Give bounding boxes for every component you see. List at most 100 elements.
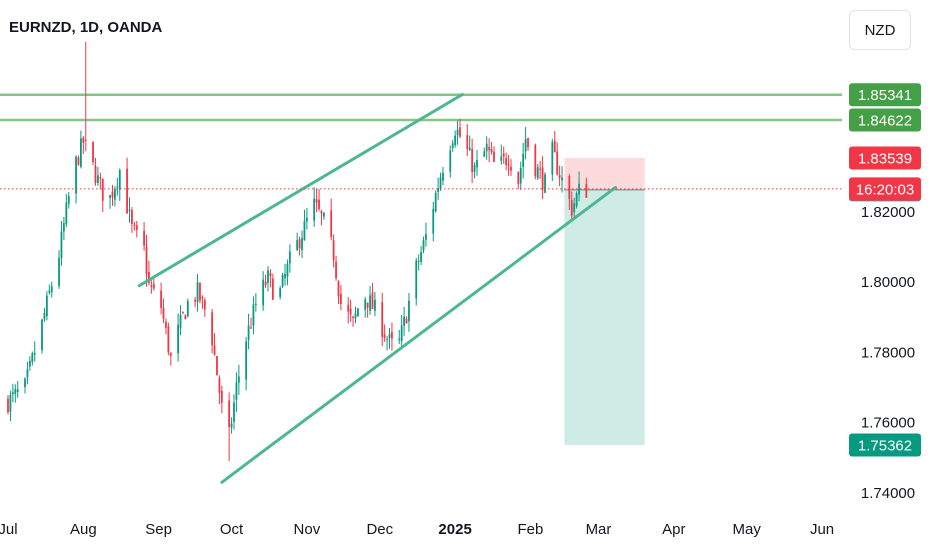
candle-body	[468, 147, 471, 151]
candle-body	[570, 200, 573, 216]
horizontal-lines-layer[interactable]	[0, 93, 842, 122]
candle-body	[449, 150, 452, 172]
candle	[301, 230, 303, 258]
candle	[92, 141, 94, 166]
candle-body	[230, 423, 233, 428]
candle	[349, 299, 352, 322]
candle-body	[101, 178, 104, 201]
candle-body	[369, 295, 371, 311]
candle	[551, 138, 554, 181]
candle-body	[332, 240, 335, 261]
candle-body	[303, 220, 306, 241]
candle	[254, 293, 257, 312]
price-tick-label: 1.78000	[861, 344, 915, 361]
candle	[9, 390, 12, 422]
candle	[220, 385, 223, 414]
candle-body	[320, 211, 323, 214]
candle	[383, 324, 386, 342]
channel-lower-line[interactable]	[220, 185, 617, 484]
candle	[330, 198, 333, 241]
candle	[281, 272, 284, 288]
candle-body	[254, 303, 257, 305]
candle	[313, 187, 316, 227]
price-badge-bg	[849, 146, 921, 170]
candle	[97, 166, 99, 186]
trend-channel-layer[interactable]	[137, 92, 617, 484]
candle-body	[237, 376, 240, 383]
candle	[347, 297, 350, 324]
candle	[182, 311, 184, 315]
candle-body	[252, 304, 255, 326]
candle	[216, 355, 218, 376]
candle	[228, 392, 231, 462]
candle	[488, 138, 491, 163]
candle	[94, 157, 97, 186]
candle-body	[381, 302, 384, 337]
candle	[245, 337, 248, 391]
position-tool-layer[interactable]	[564, 157, 645, 445]
candle-body	[434, 192, 437, 212]
candle	[510, 159, 512, 176]
candle-body	[128, 209, 131, 211]
candle	[60, 220, 63, 266]
candle	[364, 296, 367, 318]
candle	[388, 327, 391, 349]
candle-body	[165, 321, 167, 328]
time-axis[interactable]: Jul Aug Sep Oct Nov Dec 2025 Feb Mar Apr May Jun	[0, 521, 834, 538]
candle	[235, 372, 238, 412]
stop-loss-zone[interactable]	[564, 157, 645, 190]
candle	[536, 163, 539, 180]
candle-body	[544, 174, 546, 193]
candle	[101, 178, 104, 212]
candle-body	[335, 261, 337, 279]
price-badge-bg	[849, 433, 921, 457]
candle-body	[279, 287, 282, 297]
channel-upper-line[interactable]	[137, 92, 464, 288]
candle-body	[111, 191, 114, 198]
candle	[366, 302, 369, 318]
currency-button[interactable]: NZD	[849, 10, 911, 50]
candle	[354, 306, 357, 324]
candle-body	[507, 164, 510, 166]
candle-body	[318, 199, 320, 209]
candle	[502, 146, 505, 164]
candle	[218, 375, 221, 405]
candle-body	[442, 172, 444, 181]
candle	[544, 172, 546, 194]
price-axis[interactable]: 1.82000 1.80000 1.78000 1.76000 1.74000 1.853…	[849, 83, 921, 502]
candles-layer	[7, 41, 588, 462]
candle	[422, 236, 425, 254]
candle	[527, 137, 529, 151]
candle-body	[527, 138, 529, 148]
candle	[541, 156, 544, 200]
candle-body	[553, 140, 556, 153]
price-badge: 1.83539	[849, 146, 921, 170]
price-badge-bg	[849, 83, 921, 107]
candle	[439, 172, 442, 191]
candle	[553, 130, 556, 153]
candle	[167, 322, 170, 356]
candle-body	[466, 135, 469, 149]
candle-body	[50, 286, 53, 293]
candle	[267, 266, 269, 292]
candle	[490, 142, 493, 155]
candle-body	[536, 167, 539, 179]
candle-body	[301, 238, 303, 251]
candle-body	[75, 156, 77, 194]
candle	[271, 273, 274, 300]
candle	[568, 174, 571, 210]
candle-body	[386, 339, 388, 341]
candle-body	[502, 153, 505, 157]
candle-body	[551, 142, 554, 175]
time-axis-label: Apr	[662, 521, 685, 538]
candle	[284, 263, 286, 286]
candle-body	[519, 167, 522, 184]
take-profit-zone[interactable]	[564, 189, 645, 445]
price-badge-label: 1.85341	[858, 87, 912, 104]
candle	[337, 280, 340, 304]
candle	[315, 188, 318, 213]
time-axis-label: Oct	[220, 521, 244, 538]
candle-body	[323, 212, 325, 217]
